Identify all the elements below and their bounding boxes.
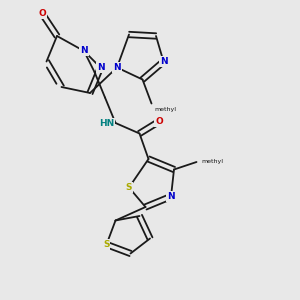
Text: N: N xyxy=(97,63,104,72)
Text: HN: HN xyxy=(99,118,114,127)
Text: N: N xyxy=(160,57,167,66)
Text: methyl: methyl xyxy=(201,160,223,164)
Text: N: N xyxy=(113,63,121,72)
Text: O: O xyxy=(38,9,46,18)
Text: N: N xyxy=(80,46,88,56)
Text: N: N xyxy=(167,192,175,201)
Text: O: O xyxy=(155,117,163,126)
Text: S: S xyxy=(126,183,132,192)
Text: S: S xyxy=(103,240,110,249)
Text: methyl: methyl xyxy=(154,106,176,112)
